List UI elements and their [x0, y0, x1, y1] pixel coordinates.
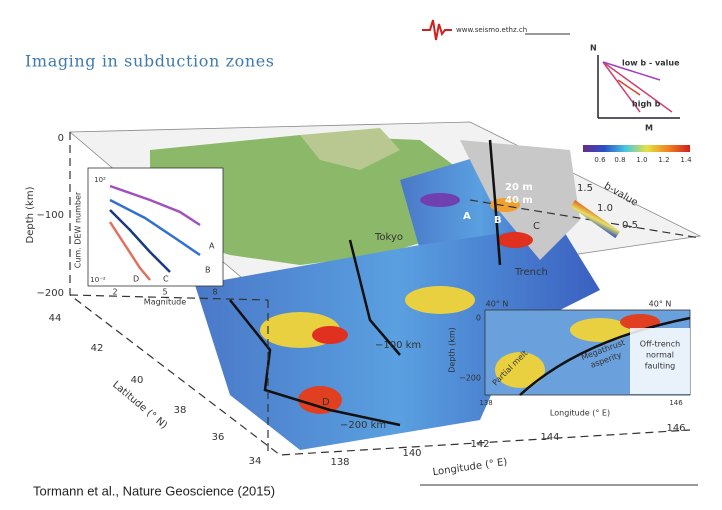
axis-label: Magnitude [144, 298, 186, 307]
legend-tick: 0.5 [622, 220, 638, 231]
b-value-scale [570, 199, 621, 239]
b-value-inset: N M low b - value high b 0.6 0.8 1.0 1.2… [583, 44, 692, 164]
tick-label: 44 [49, 313, 62, 324]
axis-label: Depth (km) [25, 186, 36, 243]
legend-tick: 1.5 [577, 183, 593, 194]
tick-label: 146 [669, 399, 683, 407]
annotation: low b - value [622, 59, 680, 68]
tick-label: 42 [91, 343, 104, 354]
figure [68, 121, 702, 456]
tick-label: 36 [212, 432, 225, 443]
tick-label: 138 [479, 399, 492, 407]
tick-label: 138 [330, 457, 349, 468]
curve-label: D [133, 275, 139, 284]
colorbar-tick: 1.4 [680, 156, 692, 164]
tick-label: 34 [249, 456, 262, 467]
axis-label: Depth (km) [448, 327, 457, 373]
tick-label: 0 [58, 133, 64, 144]
map-label: 40 m [505, 195, 533, 206]
fmd-inset [87, 167, 224, 287]
tick-label: 146 [666, 423, 685, 434]
annotation: Off-trench [640, 340, 680, 349]
map-label: −200 km [340, 420, 386, 431]
tick-label: 2 [112, 288, 117, 297]
map-label: D [322, 397, 330, 408]
colorbar-tick: 0.8 [614, 156, 625, 164]
colorbar-tick: 1.0 [636, 156, 647, 164]
curve-label: A [209, 242, 215, 251]
axis-label: M [645, 124, 653, 133]
map-label: Tokyo [374, 232, 403, 243]
annotation: normal [646, 351, 674, 360]
citation: Tormann et al., Nature Geoscience (2015) [33, 483, 275, 498]
tick-label: 144 [540, 432, 559, 443]
tick-label: −100 [37, 210, 64, 221]
map-label: A [463, 211, 471, 222]
annotation: faulting [645, 362, 676, 371]
tick-label: 10⁻² [90, 276, 106, 284]
tick-label: 140 [402, 448, 421, 459]
axis-label: Latitude (° N) [110, 379, 169, 431]
tick-label: 40° N [486, 300, 509, 309]
map-label: 20 m [505, 182, 533, 193]
colorbar-tick: 1.2 [658, 156, 669, 164]
tick-label: 40 [131, 375, 144, 386]
axis-label: Longitude (° E) [432, 457, 508, 478]
tick-label: 142 [470, 439, 489, 450]
annotation: high b [632, 100, 661, 109]
curve-label: B [205, 266, 211, 275]
map-label: Trench [514, 267, 548, 278]
map-label: −100 km [375, 340, 421, 351]
axis-label: Cum. DEW number [74, 191, 83, 268]
tick-label: 0 [476, 314, 481, 323]
axis-label: Longitude (° E) [550, 409, 610, 418]
section-inset [484, 309, 691, 396]
map-label: B [494, 215, 502, 226]
legend-tick: 1.0 [597, 203, 613, 214]
tick-label: 38 [174, 405, 187, 416]
tick-label: −200 [37, 288, 64, 299]
slide-title: Imaging in subduction zones [25, 52, 275, 71]
map-label: C [533, 221, 540, 232]
axis-label: N [590, 44, 597, 53]
curve-label: C [163, 275, 169, 284]
tick-label: 5 [162, 288, 167, 297]
logo: www.seismo.ethz.ch [422, 19, 570, 41]
logo-text: www.seismo.ethz.ch [456, 26, 527, 34]
tick-label: 40° N [649, 300, 672, 309]
tick-label: 10² [94, 176, 106, 184]
tick-label: 8 [212, 288, 217, 297]
tick-label: −200 [459, 374, 481, 383]
colorbar-tick: 0.6 [594, 156, 606, 164]
